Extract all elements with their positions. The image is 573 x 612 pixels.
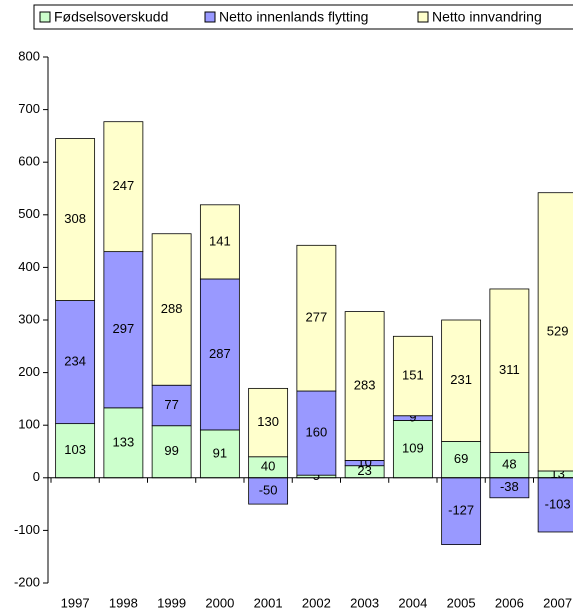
bar-segment xyxy=(199,204,240,280)
data-label: 288 xyxy=(161,301,183,316)
data-label: 103 xyxy=(64,442,86,457)
bar-segment xyxy=(344,311,385,461)
x-tick-label: 2005 xyxy=(447,595,476,610)
bar-segment xyxy=(55,138,96,301)
legend-swatch xyxy=(204,11,216,23)
data-label: 77 xyxy=(164,397,178,412)
y-tick-label: 400 xyxy=(18,259,40,274)
bar-segment xyxy=(55,300,96,425)
data-label: 297 xyxy=(113,321,135,336)
data-label: -50 xyxy=(259,482,278,497)
bar-segment xyxy=(537,192,573,472)
data-label: 130 xyxy=(257,414,279,429)
legend-label: Netto innenlands flytting xyxy=(219,9,368,25)
y-tick-label: 500 xyxy=(18,206,40,221)
data-label: 231 xyxy=(450,372,472,387)
x-tick-label: 2000 xyxy=(205,595,234,610)
bar-segment xyxy=(441,477,482,546)
y-tick-label: -100 xyxy=(14,522,40,537)
data-label: 109 xyxy=(402,441,424,456)
data-label: 141 xyxy=(209,233,231,248)
data-label: 99 xyxy=(164,443,178,458)
legend-swatch xyxy=(417,11,429,23)
legend-swatch xyxy=(39,11,51,23)
bar-segment xyxy=(392,335,433,417)
x-tick-label: 2002 xyxy=(302,595,331,610)
y-tick-label: 0 xyxy=(33,469,40,484)
data-label: 151 xyxy=(402,367,424,382)
y-tick-label: 700 xyxy=(18,101,40,116)
y-tick-label: 200 xyxy=(18,364,40,379)
data-label: 529 xyxy=(547,323,569,338)
bar-segment xyxy=(489,288,530,453)
bar-segment xyxy=(151,233,192,386)
data-label: 91 xyxy=(213,445,227,460)
y-tick-label: 800 xyxy=(18,48,40,63)
legend-box xyxy=(33,4,573,30)
data-label: 308 xyxy=(64,211,86,226)
x-tick-label: 2007 xyxy=(543,595,572,610)
data-label: -103 xyxy=(545,496,571,511)
data-label: 287 xyxy=(209,346,231,361)
bar-segment xyxy=(441,319,482,442)
bar-segment xyxy=(151,425,192,479)
data-label: 48 xyxy=(502,457,516,472)
bar-segment xyxy=(489,452,530,479)
data-label: 23 xyxy=(357,463,371,478)
bar-segment xyxy=(199,278,240,431)
y-tick-label: -200 xyxy=(14,574,40,589)
data-label: 160 xyxy=(306,425,328,440)
data-label: 234 xyxy=(64,354,86,369)
bar-segment xyxy=(441,441,482,479)
y-tick-label: 300 xyxy=(18,311,40,326)
bar-segment xyxy=(199,429,240,479)
data-label: 9 xyxy=(409,410,416,425)
x-tick-label: 1998 xyxy=(109,595,138,610)
legend-label: Netto innvandring xyxy=(432,9,542,25)
data-label: -127 xyxy=(448,503,474,518)
legend-label: Fødselsoverskudd xyxy=(54,9,168,25)
bar-segment xyxy=(296,390,337,476)
data-label: 277 xyxy=(306,310,328,325)
x-tick-label: 2004 xyxy=(398,595,427,610)
bar-segment xyxy=(103,121,144,253)
bar-segment xyxy=(296,244,337,392)
x-tick-label: 1997 xyxy=(61,595,90,610)
x-tick-label: 1999 xyxy=(157,595,186,610)
data-label: 311 xyxy=(499,362,520,377)
data-label: 247 xyxy=(113,178,135,193)
x-tick-label: 2003 xyxy=(350,595,379,610)
data-label: 69 xyxy=(454,451,468,466)
x-tick-label: 2006 xyxy=(495,595,524,610)
x-tick-label: 2001 xyxy=(254,595,283,610)
bar-segment xyxy=(248,477,289,505)
data-label: -38 xyxy=(500,479,519,494)
data-label: 133 xyxy=(113,434,135,449)
y-tick-label: 600 xyxy=(18,154,40,169)
bar-segment xyxy=(103,407,144,479)
data-label: 283 xyxy=(354,377,376,392)
bar-segment xyxy=(103,251,144,409)
bar-segment xyxy=(248,387,289,458)
data-label: 40 xyxy=(261,459,275,474)
y-tick-label: 100 xyxy=(18,417,40,432)
